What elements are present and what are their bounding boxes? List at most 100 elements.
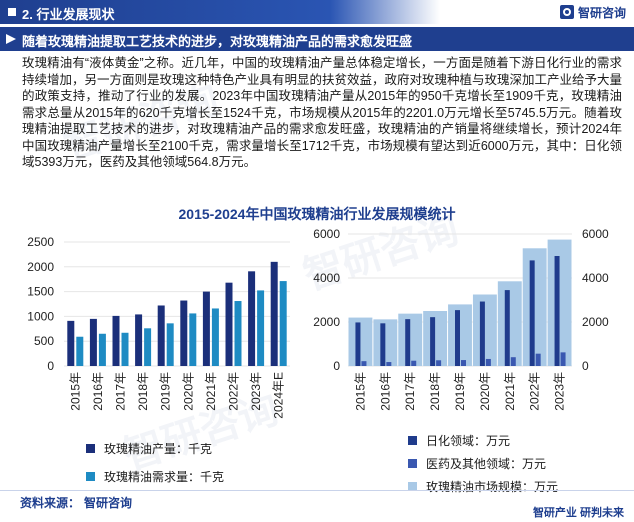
bar-pharma-other (510, 357, 516, 366)
market-size-chart: 0 2000 4000 6000 0 2000 4000 6000 2015年 2016年 2017… (313, 227, 609, 411)
x-tick-label: 2015年 (353, 372, 367, 411)
bar-demand (279, 281, 287, 366)
y-tick-label: 1500 (27, 285, 54, 299)
y-tick-label-right: 4000 (582, 271, 609, 285)
bar-daily-use (529, 260, 535, 366)
y-tick-label: 1000 (27, 309, 54, 323)
bar-demand (189, 313, 197, 366)
legend-item-pharma: 医药及其他领域：万元 (408, 455, 558, 471)
chart-title: 2015-2024年中国玫瑰精油行业发展规模统计 (178, 206, 456, 222)
x-tick-label: 2018年 (428, 372, 442, 411)
bar-demand (166, 323, 174, 366)
bar-demand (144, 328, 152, 366)
bar-daily-use (479, 301, 485, 366)
source-value: 智研咨询 (84, 496, 133, 510)
x-tick-label: 2022年 (528, 372, 542, 411)
bar-production (180, 300, 188, 366)
bar-production (157, 305, 165, 366)
bar-production (67, 320, 75, 366)
x-tick-label: 2020年 (181, 372, 195, 411)
bar-demand (98, 333, 106, 366)
header-bar (0, 0, 440, 24)
legend-label-daily: 日化领域：万元 (426, 433, 511, 448)
y-tick-label-right: 0 (582, 359, 589, 373)
bar-pharma-other (411, 360, 417, 366)
brand-logo: 智研咨询 (559, 3, 626, 21)
bar-production (112, 315, 120, 366)
source-note: 资料来源： 智研咨询 (20, 494, 132, 511)
x-tick-label: 2015年 (68, 372, 82, 411)
bar-daily-use (455, 310, 460, 366)
legend-item-demand: 玫瑰精油需求量：千克 (86, 468, 224, 484)
legend-swatch-production (86, 443, 95, 453)
legend-item-production: 玫瑰精油产量：千克 (86, 440, 224, 456)
logo-icon (559, 5, 574, 19)
legend-left: 玫瑰精油产量：千克 玫瑰精油需求量：千克 (86, 440, 224, 496)
x-tick-label: 2016年 (91, 372, 105, 411)
footer-divider (0, 490, 634, 491)
bar-production (135, 314, 143, 366)
section-header: 2. 行业发展现状 智研咨询 (0, 0, 634, 24)
bar-production (202, 291, 210, 366)
x-tick-label: 2023年 (553, 372, 567, 411)
x-tick-label: 2019年 (453, 372, 467, 411)
x-tick-label: 2018年 (136, 372, 150, 411)
x-tick-label: 2022年 (227, 372, 241, 411)
bar-demand (121, 332, 129, 366)
x-tick-label: 2017年 (403, 372, 417, 411)
bar-daily-use (355, 322, 361, 366)
square-icon (8, 8, 16, 16)
bar-production (225, 282, 233, 366)
legend-swatch-demand (86, 471, 95, 481)
bar-production (270, 261, 278, 366)
bar-daily-use (405, 319, 411, 366)
footer-slogan: 智研产业 研判未来 (532, 507, 624, 519)
y-tick-label: 500 (34, 334, 54, 348)
bar-demand (257, 290, 265, 366)
legend-label-production: 玫瑰精油产量：千克 (104, 441, 213, 456)
bar-pharma-other (485, 358, 491, 366)
headline-banner: 随着玫瑰精油提取工艺技术的进步，对玫瑰精油产品的需求愈发旺盛 (0, 27, 634, 51)
y-tick-label-left: 2000 (313, 315, 340, 329)
legend-swatch-daily (408, 435, 417, 445)
y-tick-label-right: 6000 (582, 227, 609, 241)
x-tick-label: 2024年E (272, 372, 286, 419)
bar-demand (76, 336, 84, 366)
bar-pharma-other (436, 360, 442, 366)
triangle-bullet-icon (6, 34, 16, 44)
bar-pharma-other (560, 352, 566, 366)
y-tick-label-left: 6000 (313, 227, 340, 241)
legend-label-pharma: 医药及其他领域：万元 (426, 456, 547, 471)
y-tick-label-left: 4000 (313, 271, 340, 285)
bar-daily-use (554, 256, 560, 366)
x-tick-label: 2019年 (159, 372, 173, 411)
legend-item-daily: 日化领域：万元 (408, 432, 558, 448)
legend-item-market: 玫瑰精油市场规模：万元 (408, 478, 558, 494)
bar-daily-use (380, 323, 386, 366)
y-tick-label-left: 0 (333, 359, 340, 373)
y-tick-label: 0 (47, 359, 54, 373)
x-tick-label: 2021年 (503, 372, 517, 411)
bar-daily-use (504, 290, 510, 366)
bar-daily-use (430, 317, 436, 366)
body-paragraph: 玫瑰精油有“液体黄金”之称。近几年，中国的玫瑰精油产量总体稳定增长，一方面是随着… (22, 56, 623, 169)
legend-swatch-pharma (408, 458, 417, 468)
production-demand-chart: 0 500 1000 1500 2000 2500 2015年 2016年 2017年 2018年… (27, 235, 290, 419)
legend-label-market: 玫瑰精油市场规模：万元 (426, 479, 559, 494)
legend-swatch-market (408, 481, 417, 491)
y-tick-label-right: 2000 (582, 315, 609, 329)
bar-market-size (348, 317, 373, 366)
x-tick-label: 2017年 (114, 372, 128, 411)
y-tick-label: 2000 (27, 260, 54, 274)
bar-pharma-other (386, 362, 392, 366)
source-label: 资料来源： (20, 496, 81, 510)
bar-pharma-other (535, 353, 541, 366)
legend-label-demand: 玫瑰精油需求量：千克 (104, 469, 225, 484)
section-title: 2. 行业发展现状 (22, 7, 115, 22)
bar-production (89, 318, 97, 366)
logo-text: 智研咨询 (577, 5, 626, 20)
bar-market-size (398, 313, 423, 366)
y-tick-label: 2500 (27, 235, 54, 249)
bar-demand (234, 301, 242, 366)
x-tick-label: 2020年 (478, 372, 492, 411)
